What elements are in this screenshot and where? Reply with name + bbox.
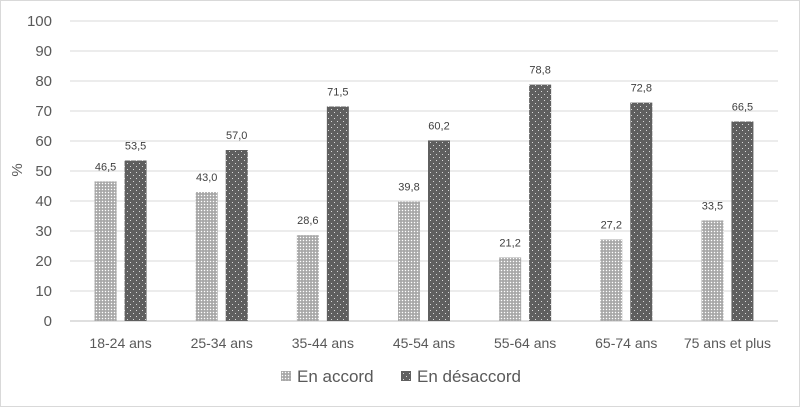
bar-desaccord <box>326 106 349 321</box>
y-tick-label: 50 <box>35 163 52 180</box>
x-tick-label: 45-54 ans <box>393 335 455 351</box>
y-tick-label: 30 <box>35 223 52 240</box>
legend: En accord En désaccord <box>281 367 521 386</box>
bar-accord <box>296 235 319 321</box>
legend-swatch-desaccord <box>401 371 411 381</box>
bar-desaccord <box>225 150 248 321</box>
x-axis-ticks: 18-24 ans 25-34 ans 35-44 ans 45-54 ans 55-6… <box>89 335 771 351</box>
y-tick-label: 100 <box>27 13 52 30</box>
y-tick-label: 20 <box>35 253 52 270</box>
bar-desaccord <box>731 121 754 321</box>
data-label-accord: 46,5 <box>95 162 116 174</box>
bar-desaccord <box>630 102 653 321</box>
bar-desaccord <box>529 84 552 321</box>
bars <box>94 84 754 321</box>
x-tick-label: 55-64 ans <box>494 335 556 351</box>
data-label-desaccord: 53,5 <box>125 141 146 153</box>
legend-label-desaccord: En désaccord <box>417 367 521 386</box>
y-tick-label: 60 <box>35 133 52 150</box>
x-tick-label: 18-24 ans <box>89 335 151 351</box>
y-axis-label: % <box>9 163 26 176</box>
data-label-desaccord: 66,5 <box>732 102 753 114</box>
bar-accord <box>499 257 522 321</box>
y-axis-ticks: 0 10 20 30 40 50 60 70 80 90 100 <box>27 13 52 330</box>
y-tick-label: 10 <box>35 283 52 300</box>
data-label-accord: 27,2 <box>601 219 622 231</box>
data-label-desaccord: 72,8 <box>631 83 652 95</box>
data-label-desaccord: 78,8 <box>529 65 550 77</box>
y-tick-label: 0 <box>44 313 52 330</box>
data-labels: 46,5 53,5 43,0 57,0 28,6 71,5 39,8 60,2 21,2 78,8… <box>95 65 753 250</box>
y-tick-label: 90 <box>35 43 52 60</box>
y-tick-label: 40 <box>35 193 52 210</box>
bar-accord <box>94 181 117 321</box>
data-label-desaccord: 71,5 <box>327 87 348 99</box>
data-label-desaccord: 60,2 <box>428 120 449 132</box>
bar-desaccord <box>124 160 147 321</box>
data-label-accord: 28,6 <box>297 215 318 227</box>
x-tick-label: 75 ans et plus <box>684 335 771 351</box>
y-tick-label: 80 <box>35 73 52 90</box>
data-label-desaccord: 57,0 <box>226 130 247 142</box>
bar-desaccord <box>428 140 450 321</box>
legend-swatch-accord <box>281 371 291 381</box>
gridlines <box>70 20 778 322</box>
x-tick-label: 35-44 ans <box>292 335 354 351</box>
bar-accord <box>195 192 218 321</box>
data-label-accord: 43,0 <box>196 172 217 184</box>
data-label-accord: 33,5 <box>702 201 723 213</box>
data-label-accord: 39,8 <box>398 182 419 194</box>
bar-accord <box>600 239 623 321</box>
data-label-accord: 21,2 <box>499 237 520 249</box>
legend-label-accord: En accord <box>297 367 374 386</box>
bar-accord <box>701 220 724 321</box>
bar-accord <box>398 201 420 321</box>
x-tick-label: 25-34 ans <box>191 335 253 351</box>
x-tick-label: 65-74 ans <box>595 335 657 351</box>
y-tick-label: 70 <box>35 103 52 120</box>
